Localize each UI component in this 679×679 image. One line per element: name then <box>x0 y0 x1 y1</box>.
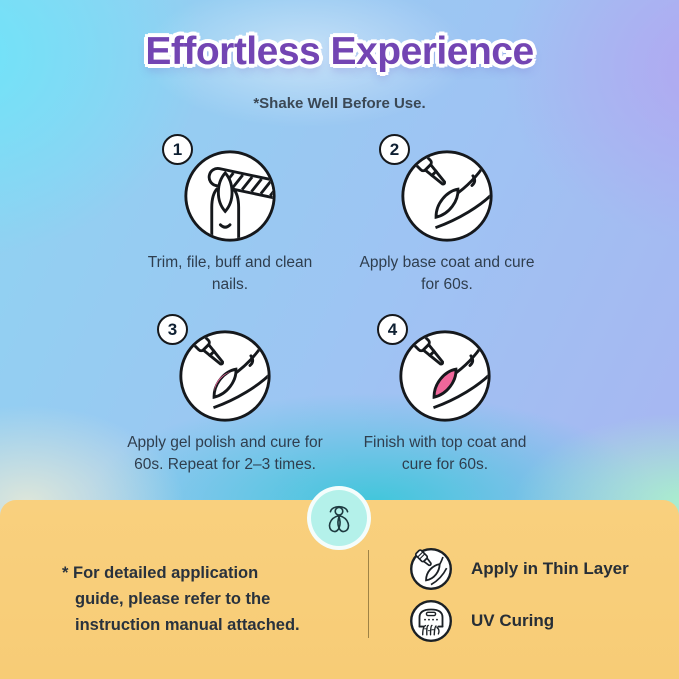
step-caption: Apply gel polish and cure for 60s. Repea… <box>127 434 323 473</box>
thin-layer-icon <box>410 548 452 590</box>
list-item: UV Curing <box>408 598 629 644</box>
step-number-badge: 4 <box>377 314 408 345</box>
step-caption: Apply base coat and cure for 60s. <box>359 254 535 293</box>
step-2: 2 Apply base <box>327 134 567 296</box>
base-coat-brush-icon <box>401 150 493 242</box>
gel-polish-brush-icon <box>179 330 271 422</box>
thin-layer-label: Apply in Thin Layer <box>471 559 629 578</box>
page-title: Effortless Experience <box>145 30 534 73</box>
step-number-badge: 2 <box>379 134 410 165</box>
footer-card: * For detailed application guide, please… <box>0 486 679 679</box>
step-number-badge: 3 <box>157 314 188 345</box>
top-coat-brush-icon <box>399 330 491 422</box>
step-number-badge: 1 <box>162 134 193 165</box>
uv-curing-label: UV Curing <box>471 611 555 630</box>
step-4: 4 Finish wit <box>325 314 565 476</box>
step-3: 3 <box>105 314 345 476</box>
nail-file-icon <box>184 150 276 242</box>
list-item: Apply in Thin Layer <box>408 546 629 592</box>
step-1: 1 Trim, file, buff and clean nails. <box>110 134 350 296</box>
beetle-logo-icon <box>328 505 350 533</box>
application-guide-note: * For detailed application guide, please… <box>62 564 300 634</box>
vertical-divider <box>368 550 369 638</box>
step-caption: Trim, file, buff and clean nails. <box>147 254 313 293</box>
footer-icon-list: Apply in Thin Layer <box>408 546 629 644</box>
step-caption: Finish with top coat and cure for 60s. <box>363 434 527 473</box>
shake-well-note: *Shake Well Before Use. <box>253 95 426 112</box>
brand-logo-badge <box>307 486 371 550</box>
uv-curing-icon <box>410 600 452 642</box>
